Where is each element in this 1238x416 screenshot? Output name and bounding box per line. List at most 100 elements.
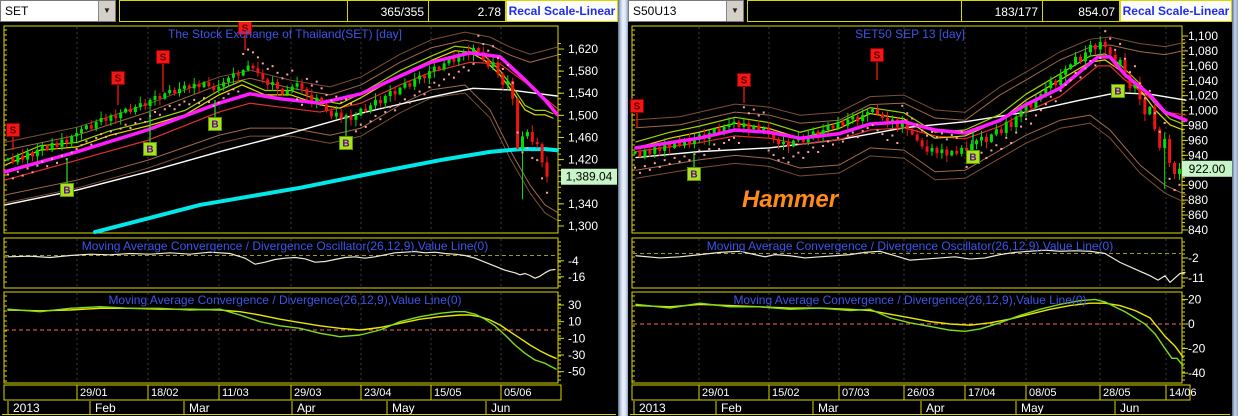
sar-dot (728, 139, 731, 142)
candle-up (153, 96, 157, 100)
sar-dot (369, 120, 372, 123)
candle-down (910, 129, 914, 135)
candle-up (653, 147, 657, 154)
sar-dot (526, 146, 529, 149)
candle-up (491, 62, 495, 67)
sell-signal-badge[interactable] (111, 71, 125, 85)
macd-axis-label: -10 (568, 331, 586, 345)
sell-signal-badge[interactable] (6, 123, 20, 137)
candle-up (222, 82, 226, 87)
sar-dot (752, 108, 755, 111)
candle-up (1148, 106, 1152, 115)
signal-letter: B (969, 153, 976, 164)
sar-dot (1094, 64, 1097, 67)
value-field: 854.07 (1078, 5, 1115, 19)
candle-up (138, 103, 142, 108)
sar-dot (11, 177, 14, 180)
candle-down (187, 85, 191, 89)
sar-dot (1124, 57, 1127, 60)
symbol-combobox-set[interactable]: SET ▼ (0, 0, 116, 22)
sell-signal-badge[interactable] (630, 99, 644, 113)
sar-dot (653, 162, 656, 165)
macd-axis-label: 20 (1188, 292, 1202, 306)
set-chart-canvas[interactable]: 1,620 1,580 1,540 1,500 1,460 1,420 1,340 1,300… (0, 0, 618, 416)
buy-signal-badge[interactable] (60, 183, 74, 197)
chevron-down-icon[interactable]: ▼ (726, 1, 743, 21)
buy-signal-badge[interactable] (1111, 84, 1125, 98)
sar-dot (1044, 103, 1047, 106)
sar-dot (638, 171, 641, 174)
sar-dot (36, 164, 39, 167)
candle-down (197, 83, 201, 88)
price-axis-label: 980 (1188, 119, 1208, 133)
sar-dot (247, 48, 250, 51)
buy-signal-badge[interactable] (339, 136, 353, 150)
ma-cyan (93, 147, 559, 235)
macd-axis-label: 0 (1188, 317, 1195, 331)
osc-title: Moving Average Convergence / Divergence … (707, 239, 1113, 253)
candle-up (119, 112, 123, 119)
chart-window-set50: S50U13 ▼ 183/177 854.07 Recal Scale-Line… (628, 0, 1232, 416)
sar-dot (90, 143, 93, 146)
sar-dot (822, 144, 825, 147)
sar-dot (683, 155, 686, 158)
candle-down (737, 121, 741, 128)
sar-dot (134, 122, 137, 125)
sar-dot (960, 130, 963, 133)
buy-signal-badge[interactable] (687, 167, 701, 181)
price-axis-label: 1,020 (1188, 89, 1218, 103)
symbol-combobox-set50[interactable]: S50U13 ▼ (628, 0, 744, 22)
candle-up (1059, 74, 1063, 86)
sar-dot (841, 140, 844, 143)
candle-down (1113, 54, 1117, 66)
buy-signal-badge[interactable] (208, 117, 222, 131)
buy-signal-badge[interactable] (143, 142, 157, 156)
sar-dot (1089, 59, 1092, 62)
sar-dot (985, 156, 988, 159)
candle-down (501, 73, 505, 85)
recal-scale-button[interactable]: Recal Scale-Linear (1120, 0, 1232, 22)
candle-up (970, 144, 974, 151)
candle-down (535, 141, 539, 145)
candle-down (777, 138, 781, 145)
sar-dot (335, 95, 338, 98)
candle-up (369, 105, 373, 111)
sell-signal-badge[interactable] (156, 50, 170, 64)
buy-signal-badge[interactable] (966, 150, 980, 164)
window-splitter[interactable] (618, 0, 628, 416)
chevron-down-icon[interactable]: ▼ (98, 1, 115, 21)
candle-down (207, 82, 211, 87)
sar-dot (325, 93, 328, 96)
candle-up (16, 155, 20, 163)
candle-down (251, 65, 255, 69)
sar-dot (26, 167, 29, 170)
candle-up (846, 119, 850, 126)
sar-dot (158, 113, 161, 116)
sell-signal-badge[interactable] (737, 73, 751, 87)
candle-down (945, 149, 949, 156)
candle-down (687, 140, 691, 145)
ma-red (4, 61, 558, 181)
candle-up (811, 131, 815, 136)
sar-dot (301, 103, 303, 106)
month-label: Jun (491, 401, 510, 415)
candle-up (388, 91, 392, 97)
bar-count-field: 365/355 (348, 1, 429, 21)
candle-up (861, 115, 865, 122)
macd-axis-label: 10 (568, 315, 582, 329)
candle-up (413, 79, 417, 87)
sar-dot (634, 166, 636, 169)
set50-chart-canvas[interactable]: 1,1001,0801,0601,0401,0201,0009809609409… (628, 0, 1232, 416)
signal-letter: S (160, 53, 167, 64)
recal-scale-button[interactable]: Recal Scale-Linear (506, 0, 618, 22)
bollinger-upper-outer (4, 31, 558, 143)
price-axis-label: 900 (1188, 178, 1208, 192)
candle-up (1098, 41, 1102, 50)
osc-axis-label: -16 (568, 270, 586, 284)
price-axis-label: 1,060 (1188, 59, 1218, 73)
candle-up (851, 116, 855, 120)
sell-signal-badge[interactable] (870, 48, 884, 62)
date-label: 15/05 (434, 387, 462, 399)
candle-up (1044, 88, 1048, 95)
candle-down (114, 115, 118, 119)
